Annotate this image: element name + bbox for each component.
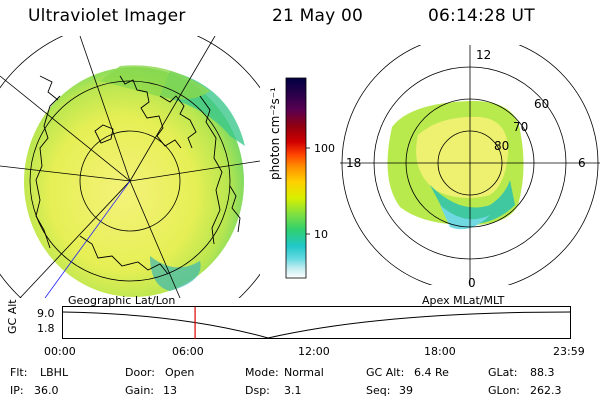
status-gain-value: 13 xyxy=(163,384,177,397)
colorbar-unit-label: photon cm⁻²s⁻¹ xyxy=(268,87,282,180)
image-date: 21 May 00 xyxy=(272,6,364,26)
status-mode-key: Mode: xyxy=(245,366,279,379)
mlt-label-12: 12 xyxy=(476,48,492,62)
geographic-panel-label: Geographic Lat/Lon xyxy=(68,294,176,307)
earth-disk xyxy=(24,67,244,297)
status-glon-value: 262.3 xyxy=(530,384,562,397)
status-gcalt-value: 6.4 Re xyxy=(414,366,449,379)
mlt-label-0: 0 xyxy=(468,276,476,290)
mlat-label-70: 70 xyxy=(513,120,529,134)
time-tick-0000: 00:00 xyxy=(44,345,76,358)
status-ip-key: IP: xyxy=(10,384,24,397)
status-glon-key: GLon: xyxy=(488,384,520,397)
status-seq-key: Seq: xyxy=(366,384,391,397)
mlat-label-80: 80 xyxy=(494,139,510,153)
mlt-label-18: 18 xyxy=(346,156,362,170)
time-tick-0600: 06:00 xyxy=(172,345,204,358)
status-filter-value: LBHL xyxy=(40,366,69,379)
image-time: 06:14:28 UT xyxy=(428,6,535,26)
geographic-auroral-image xyxy=(0,36,260,298)
altitude-tick-high: 9.0 xyxy=(37,307,55,320)
status-dsp-key: Dsp: xyxy=(245,384,270,397)
intensity-colorbar xyxy=(285,77,310,279)
status-dsp-value: 3.1 xyxy=(284,384,302,397)
status-ip-value: 36.0 xyxy=(34,384,59,397)
mlat-label-60: 60 xyxy=(534,97,550,111)
instrument-title: Ultraviolet Imager xyxy=(28,6,186,26)
mlt-label-6: 6 xyxy=(578,156,586,170)
status-door-value: Open xyxy=(165,366,195,379)
status-gain-key: Gain: xyxy=(125,384,154,397)
status-glat-key: GLat: xyxy=(488,366,518,379)
altitude-plot xyxy=(62,306,572,339)
status-filter-key: Flt: xyxy=(10,366,28,379)
status-mode-value: Normal xyxy=(284,366,324,379)
status-glat-value: 88.3 xyxy=(530,366,555,379)
status-gcalt-key: GC Alt: xyxy=(366,366,405,379)
altitude-tick-low: 1.8 xyxy=(37,322,55,335)
time-tick-1800: 18:00 xyxy=(424,345,456,358)
altitude-axis-label: GC Alt xyxy=(6,299,19,334)
status-seq-value: 39 xyxy=(399,384,413,397)
colorbar-tick-10: 10 xyxy=(314,228,328,241)
colorbar-tick-100: 100 xyxy=(314,142,335,155)
apex-polar-plot xyxy=(340,45,600,285)
time-tick-1200: 12:00 xyxy=(298,345,330,358)
time-tick-2359: 23:59 xyxy=(553,345,585,358)
status-door-key: Door: xyxy=(125,366,155,379)
apex-panel-label: Apex MLat/MLT xyxy=(422,294,505,307)
